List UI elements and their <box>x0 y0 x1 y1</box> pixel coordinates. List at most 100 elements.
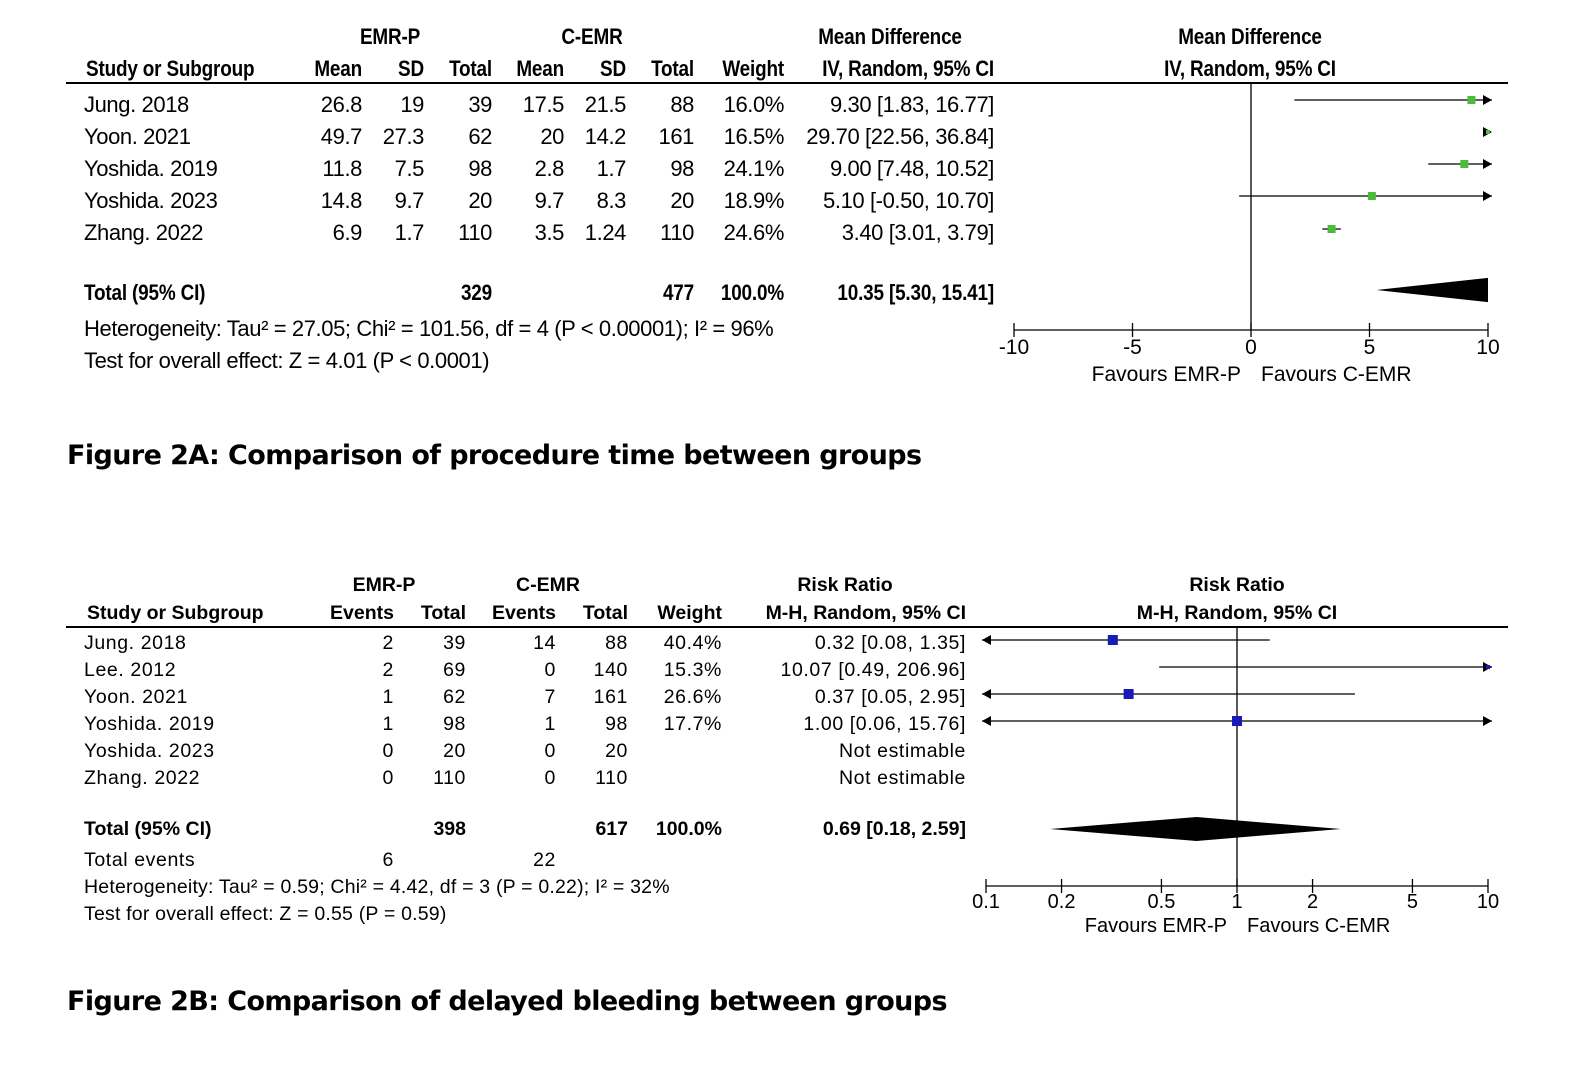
events2-cell: 0 <box>544 767 556 789</box>
total2-sum: 617 <box>595 818 628 840</box>
ci-arrow-right <box>1483 191 1492 201</box>
sd1-cell: 9.7 <box>394 188 425 213</box>
total-label: Total (95% CI) <box>84 280 206 305</box>
study-name: Yoshida. 2023 <box>84 188 218 213</box>
x-tick-label: 10 <box>1477 891 1499 913</box>
plot-method-header: IV, Random, 95% CI <box>1164 56 1336 81</box>
mean1-header: Mean <box>314 56 362 81</box>
total2-cell: 110 <box>595 767 628 789</box>
weight-cell: 16.0% <box>723 92 785 117</box>
events1-cell: 1 <box>382 686 394 708</box>
overall-effect-text: Test for overall effect: Z = 0.55 (P = 0… <box>84 903 447 925</box>
x-tick-label: 1 <box>1231 891 1242 913</box>
total1-cell: 98 <box>468 156 492 181</box>
events1-cell: 2 <box>382 632 394 654</box>
ci-cell: Not estimable <box>838 740 966 762</box>
ci-arrow-right <box>1483 159 1492 169</box>
x-tick-label: 5 <box>1407 891 1418 913</box>
events2-cell: 1 <box>544 713 556 735</box>
ci-arrow-left <box>982 689 991 699</box>
study-name: Jung. 2018 <box>84 632 187 654</box>
total-ci: 0.69 [0.18, 2.59] <box>822 818 966 840</box>
study-header: Study or Subgroup <box>87 602 264 624</box>
x-tick-label: -5 <box>1123 336 1142 359</box>
study-name: Yoshida. 2019 <box>84 713 215 735</box>
x-tick-label: 0.5 <box>1148 891 1176 913</box>
effect-title: Mean Difference <box>818 24 962 49</box>
weight-cell: 26.6% <box>663 686 722 708</box>
mean1-cell: 49.7 <box>320 124 363 149</box>
point-estimate-marker <box>1232 716 1242 726</box>
favours-left-label: Favours EMR-P <box>1085 915 1227 937</box>
total2-cell: 161 <box>658 124 694 149</box>
total-weight: 100.0% <box>720 280 784 305</box>
summary-diamond <box>1050 817 1341 841</box>
summary-diamond <box>1376 277 1488 303</box>
total-events-label: Total events <box>84 849 196 871</box>
ci-cell: 5.10 [-0.50, 10.70] <box>823 188 994 213</box>
events2-cell: 7 <box>544 686 556 708</box>
study-header: Study or Subgroup <box>86 56 255 81</box>
group2-header: C-EMR <box>516 574 580 596</box>
total2-cell: 20 <box>670 188 694 213</box>
mean1-cell: 6.9 <box>332 220 363 245</box>
ci-cell: 9.00 [7.48, 10.52] <box>829 156 994 181</box>
x-tick-label: 0.1 <box>972 891 1000 913</box>
total1-sum: 329 <box>460 280 492 305</box>
figure-caption: Figure 2B: Comparison of delayed bleedin… <box>67 986 948 1017</box>
x-tick-label: 10 <box>1476 336 1499 359</box>
ci-cell: Not estimable <box>838 767 966 789</box>
forest-plot: -10 -5 0 5 10 Favours EMR-P Favours C-EMR <box>999 84 1500 386</box>
ci-cell: 29.70 [22.56, 36.84] <box>806 124 994 149</box>
point-estimate-marker <box>1123 689 1134 699</box>
study-name: Yoon. 2021 <box>84 686 188 708</box>
favours-right-label: Favours C-EMR <box>1247 915 1390 937</box>
total1-cell: 69 <box>443 659 466 681</box>
sd2-cell: 1.24 <box>584 220 627 245</box>
events1-cell: 0 <box>382 767 394 789</box>
mean2-cell: 20 <box>540 124 564 149</box>
total1-cell: 62 <box>468 124 492 149</box>
total-events2: 22 <box>533 849 556 871</box>
group1-header: EMR-P <box>359 24 421 49</box>
point-estimate-marker <box>1367 192 1376 200</box>
total2-sum: 477 <box>662 280 694 305</box>
effect-method-header: M-H, Random, 95% CI <box>765 602 966 624</box>
point-estimate-marker <box>1460 160 1469 168</box>
effect-title: Risk Ratio <box>797 574 893 596</box>
ci-cell: 1.00 [0.06, 15.76] <box>803 713 966 735</box>
total2-cell: 88 <box>605 632 628 654</box>
plot-title: Risk Ratio <box>1189 574 1285 596</box>
favours-left-label: Favours EMR-P <box>1092 363 1241 386</box>
header-rule <box>66 82 1508 84</box>
ci-cell: 3.40 [3.01, 3.79] <box>841 220 995 245</box>
total1-cell: 39 <box>468 92 492 117</box>
sd1-cell: 7.5 <box>394 156 425 181</box>
sd2-cell: 21.5 <box>584 92 627 117</box>
events1-cell: 2 <box>382 659 394 681</box>
total2-cell: 140 <box>593 659 628 681</box>
total1-cell: 110 <box>458 220 492 245</box>
mean2-cell: 2.8 <box>534 156 565 181</box>
sd1-cell: 1.7 <box>394 220 425 245</box>
x-tick-label: 0.2 <box>1048 891 1076 913</box>
header-rule <box>66 626 1508 628</box>
mean2-header: Mean <box>516 56 564 81</box>
weight-header: Weight <box>657 602 722 624</box>
total1-cell: 39 <box>443 632 466 654</box>
events1-header: Events <box>330 602 394 624</box>
sd2-cell: 14.2 <box>584 124 627 149</box>
total2-cell: 98 <box>670 156 694 181</box>
events2-cell: 0 <box>544 740 556 762</box>
total1-sum: 398 <box>433 818 466 840</box>
ci-arrow-right <box>1483 716 1492 726</box>
sd1-header: SD <box>398 56 424 81</box>
weight-cell: 24.1% <box>723 156 785 181</box>
plot-title: Mean Difference <box>1178 24 1322 49</box>
sd2-cell: 1.7 <box>596 156 627 181</box>
sd2-header: SD <box>600 56 626 81</box>
total-events1: 6 <box>382 849 394 871</box>
mean2-cell: 17.5 <box>522 92 565 117</box>
study-name: Zhang. 2022 <box>84 767 201 789</box>
x-tick-label: -10 <box>999 336 1029 359</box>
